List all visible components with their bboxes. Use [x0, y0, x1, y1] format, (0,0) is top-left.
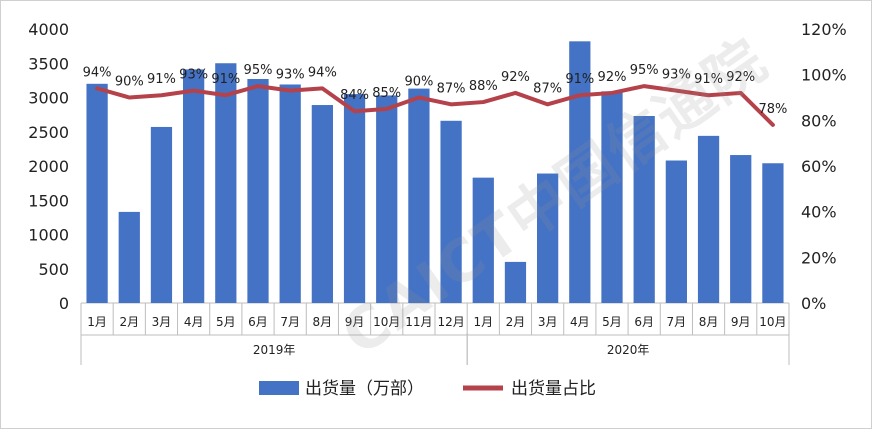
bar	[633, 115, 655, 304]
data-label: 95%	[630, 63, 659, 78]
bar	[183, 69, 205, 303]
bar	[343, 94, 366, 303]
data-label: 87%	[437, 81, 466, 96]
legend-bar-label: 出货量（万部）	[305, 379, 424, 399]
x-tick-label: 11月	[405, 315, 432, 329]
x-tick-label: 5月	[602, 315, 622, 329]
bar	[215, 63, 237, 303]
data-label: 94%	[308, 65, 337, 80]
data-label: 94%	[83, 65, 112, 80]
bar	[472, 177, 494, 303]
y-left-tick-label: 500	[38, 260, 69, 279]
legend: 出货量（万部） 出货量占比	[259, 379, 596, 399]
y-left-tick-label: 1000	[28, 226, 69, 245]
data-label: 84%	[340, 88, 369, 103]
x-tick-label: 7月	[280, 315, 300, 329]
data-label: 87%	[533, 81, 562, 96]
y-left-tick-label: 2500	[28, 123, 69, 142]
bar	[440, 120, 462, 303]
y-left-tick-label: 4000	[28, 20, 69, 39]
y-right-tick-label: 0%	[801, 294, 826, 313]
bar	[537, 173, 559, 303]
x-tick-label: 7月	[667, 315, 687, 329]
bar	[665, 160, 687, 303]
x-tick-label: 3月	[152, 315, 172, 329]
x-tick-label: 8月	[699, 315, 719, 329]
y-right-tick-label: 20%	[801, 248, 837, 267]
bars-series	[86, 41, 784, 304]
data-label: 85%	[372, 86, 401, 101]
bar	[408, 88, 430, 303]
bar	[762, 163, 784, 303]
x-tick-label: 6月	[248, 315, 268, 329]
y-left-tick-label: 3000	[28, 89, 69, 108]
data-label: 91%	[694, 72, 723, 87]
bar	[504, 261, 527, 303]
bar	[569, 41, 591, 304]
y-right-tick-label: 60%	[801, 157, 837, 176]
x-tick-label: 10月	[373, 315, 400, 329]
data-label: 92%	[726, 70, 755, 85]
data-label: 92%	[501, 70, 530, 85]
bar	[697, 135, 720, 303]
x-tick-label: 9月	[731, 315, 751, 329]
y-left-tick-label: 0	[59, 294, 69, 313]
data-label: 92%	[598, 70, 627, 85]
data-label: 90%	[115, 75, 144, 90]
x-tick-label: 10月	[759, 315, 786, 329]
x-tick-label: 8月	[313, 315, 333, 329]
y-right-tick-label: 80%	[801, 111, 837, 130]
x-tick-label: 4月	[570, 315, 590, 329]
data-label: 88%	[469, 79, 498, 94]
data-label: 93%	[179, 68, 208, 83]
data-label: 78%	[758, 102, 787, 117]
group-label: 2019年	[253, 343, 296, 357]
data-label: 91%	[147, 72, 176, 87]
x-tick-label: 1月	[473, 315, 493, 329]
data-label: 91%	[565, 72, 594, 87]
bar	[86, 83, 108, 303]
data-label: 95%	[244, 63, 273, 78]
bar	[118, 211, 140, 303]
data-label: 93%	[662, 68, 691, 83]
line-series: 94%90% 91% 93% 91%95% 93% 94%84% 85%90% 87% 88%9…	[83, 63, 787, 127]
x-tick-label: 5月	[216, 315, 236, 329]
x-tick-label: 12月	[437, 315, 464, 329]
share-line	[95, 84, 775, 127]
group-label: 2020年	[607, 343, 650, 357]
data-label: 91%	[211, 72, 240, 87]
y-left-tick-label: 1500	[28, 191, 69, 210]
legend-bar-swatch	[259, 381, 299, 395]
bar	[311, 105, 333, 303]
bar	[376, 95, 398, 303]
bar	[730, 155, 752, 303]
x-tick-label: 2月	[119, 315, 139, 329]
data-label: 93%	[276, 68, 305, 83]
x-tick-label: 2月	[506, 315, 526, 329]
y-left-tick-label: 3500	[28, 54, 69, 73]
data-label: 90%	[404, 75, 433, 90]
legend-line-label: 出货量占比	[511, 379, 596, 399]
y-left-tick-label: 2000	[28, 157, 69, 176]
y-right-tick-label: 40%	[801, 203, 837, 222]
x-tick-label: 3月	[538, 315, 558, 329]
bar	[150, 126, 173, 303]
bar	[247, 79, 269, 303]
x-tick-label: 4月	[184, 315, 204, 329]
y-right-tick-label: 100%	[801, 66, 847, 85]
x-tick-label: 1月	[87, 315, 107, 329]
x-tick-label: 9月	[345, 315, 365, 329]
x-tick-label: 6月	[634, 315, 654, 329]
bar	[279, 84, 301, 303]
x-axis: 1月 2月 3月 4月 5月 6月 7月 8月 9月 10月 11月 12月 1月 2月 3月 4月 5月 6月 7…	[80, 303, 790, 365]
bar	[601, 91, 623, 304]
y-right-tick-label: 120%	[801, 20, 847, 39]
